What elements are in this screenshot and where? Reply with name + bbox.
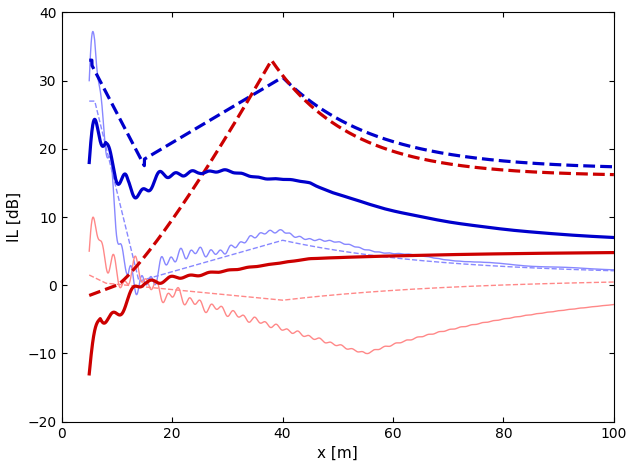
Y-axis label: IL [dB]: IL [dB] [7,192,22,242]
X-axis label: x [m]: x [m] [318,446,358,461]
